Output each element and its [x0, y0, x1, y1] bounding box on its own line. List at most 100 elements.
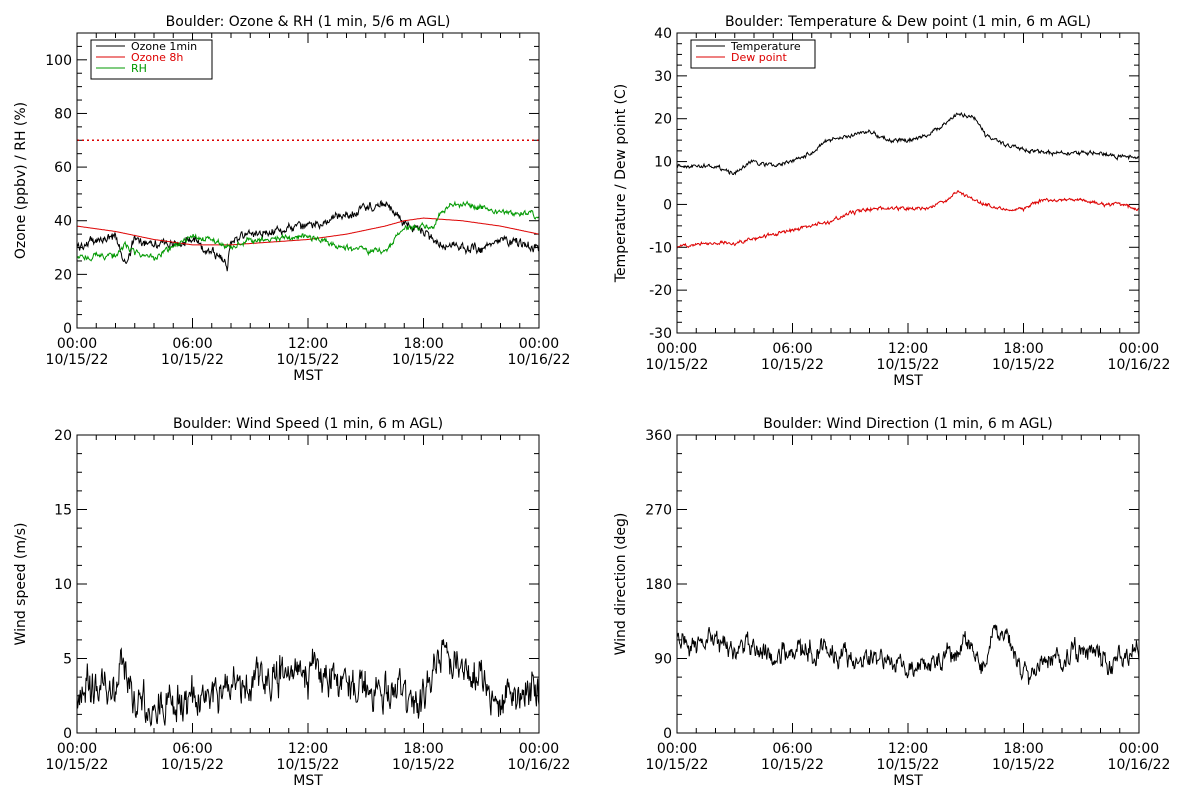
x-tick-label-time: 00:00 [57, 741, 97, 757]
x-tick-label-date: 10/15/22 [161, 352, 224, 368]
y-tick-label: 15 [54, 503, 72, 519]
y-tick-label: 20 [54, 428, 72, 444]
y-tick-label: 10 [654, 155, 672, 171]
y-tick-label: 60 [54, 160, 72, 176]
x-tick-label-time: 18:00 [403, 336, 443, 352]
series-line-1 [677, 624, 1139, 685]
y-tick-label: 40 [54, 214, 72, 230]
x-tick-label-date: 10/15/22 [992, 757, 1055, 773]
x-tick-label-time: 00:00 [519, 741, 559, 757]
plot-frame [676, 434, 1140, 734]
x-tick-label-date: 10/15/22 [161, 757, 224, 773]
y-tick-label: -30 [649, 326, 672, 342]
y-axis-label: Temperature / Dew point (C) [613, 84, 629, 283]
x-axis-label: MST [293, 368, 323, 384]
x-tick-label-date: 10/15/22 [646, 757, 709, 773]
x-tick-label-time: 00:00 [657, 341, 697, 357]
legend-label: Ozone 8h [131, 51, 183, 64]
y-tick-label: 20 [54, 267, 72, 283]
y-tick-label: 40 [654, 26, 672, 42]
y-axis-label: Wind speed (m/s) [13, 523, 29, 646]
x-tick-label-date: 10/16/22 [1108, 357, 1171, 373]
y-axis-label: Wind direction (deg) [613, 513, 629, 656]
plot-frame [676, 32, 1140, 334]
x-tick-label-time: 06:00 [772, 341, 812, 357]
x-axis-label: MST [893, 773, 923, 789]
y-tick-label: 30 [654, 69, 672, 85]
chart-panel-2: Boulder: Temperature & Dew point (1 min,… [613, 14, 1170, 389]
x-axis-label: MST [893, 373, 923, 389]
x-tick-label-date: 10/15/22 [761, 357, 824, 373]
y-tick-label: 180 [645, 577, 672, 593]
y-tick-label: 360 [645, 428, 672, 444]
y-tick-label: 0 [663, 197, 672, 213]
y-tick-label: -10 [649, 240, 672, 256]
x-tick-label-date: 10/15/22 [46, 352, 109, 368]
legend-label: Dew point [731, 51, 787, 64]
x-tick-label-date: 10/15/22 [877, 357, 940, 373]
x-tick-label-date: 10/16/22 [1108, 757, 1171, 773]
y-tick-label: 100 [45, 53, 72, 69]
y-tick-label: 20 [654, 112, 672, 128]
y-tick-label: 90 [654, 652, 672, 668]
x-tick-label-time: 06:00 [172, 336, 212, 352]
x-tick-label-time: 12:00 [288, 741, 328, 757]
series-line-2 [677, 189, 1139, 249]
y-tick-label: 80 [54, 106, 72, 122]
x-tick-label-time: 00:00 [519, 336, 559, 352]
y-tick-label: 5 [63, 652, 72, 668]
x-tick-label-date: 10/15/22 [761, 757, 824, 773]
x-tick-label-date: 10/15/22 [877, 757, 940, 773]
y-tick-label: 0 [663, 726, 672, 742]
x-tick-label-time: 00:00 [1119, 741, 1159, 757]
x-tick-label-time: 18:00 [1003, 341, 1043, 357]
x-tick-label-time: 18:00 [403, 741, 443, 757]
x-tick-label-time: 00:00 [57, 336, 97, 352]
chart-title: Boulder: Wind Speed (1 min, 6 m AGL) [173, 416, 443, 432]
chart-title: Boulder: Wind Direction (1 min, 6 m AGL) [763, 416, 1052, 432]
x-tick-label-time: 12:00 [888, 741, 928, 757]
x-tick-label-date: 10/16/22 [508, 352, 571, 368]
x-tick-label-date: 10/15/22 [992, 357, 1055, 373]
series-line-1 [77, 639, 539, 727]
series-line-1 [77, 199, 539, 272]
chart-panel-4: Boulder: Wind Direction (1 min, 6 m AGL)… [613, 416, 1170, 789]
legend-label: Ozone 1min [131, 40, 197, 53]
y-axis-label: Ozone (ppbv) / RH (%) [13, 102, 29, 259]
chart-title: Boulder: Ozone & RH (1 min, 5/6 m AGL) [166, 14, 451, 30]
y-tick-label: 0 [63, 321, 72, 337]
legend-label: RH [131, 62, 147, 75]
y-tick-label: 0 [63, 726, 72, 742]
x-tick-label-date: 10/15/22 [277, 757, 340, 773]
series-line-3 [77, 200, 539, 262]
legend-box [690, 39, 816, 69]
chart-panel-3: Boulder: Wind Speed (1 min, 6 m AGL) Wind… [13, 416, 570, 789]
x-tick-label-date: 10/15/22 [646, 357, 709, 373]
x-tick-label-time: 06:00 [172, 741, 212, 757]
legend-label: Temperature [730, 40, 801, 53]
x-tick-label-time: 06:00 [772, 741, 812, 757]
chart-title: Boulder: Temperature & Dew point (1 min,… [725, 14, 1091, 30]
x-tick-label-time: 12:00 [888, 341, 928, 357]
plot-frame [76, 434, 540, 734]
x-tick-label-time: 00:00 [657, 741, 697, 757]
y-tick-label: 270 [645, 503, 672, 519]
x-tick-label-date: 10/15/22 [392, 352, 455, 368]
y-tick-label: 10 [54, 577, 72, 593]
x-axis-label: MST [293, 773, 323, 789]
x-tick-label-date: 10/15/22 [277, 352, 340, 368]
x-tick-label-time: 18:00 [1003, 741, 1043, 757]
series-line-1 [677, 111, 1139, 176]
plot-frame [76, 32, 540, 329]
series-line-2 [77, 217, 539, 246]
x-tick-label-time: 00:00 [1119, 341, 1159, 357]
x-tick-label-date: 10/15/22 [46, 757, 109, 773]
x-tick-label-date: 10/16/22 [508, 757, 571, 773]
y-tick-label: -20 [649, 283, 672, 299]
x-tick-label-time: 12:00 [288, 336, 328, 352]
chart-panel-1: Boulder: Ozone & RH (1 min, 5/6 m AGL) Oz… [13, 14, 570, 384]
x-tick-label-date: 10/15/22 [392, 757, 455, 773]
